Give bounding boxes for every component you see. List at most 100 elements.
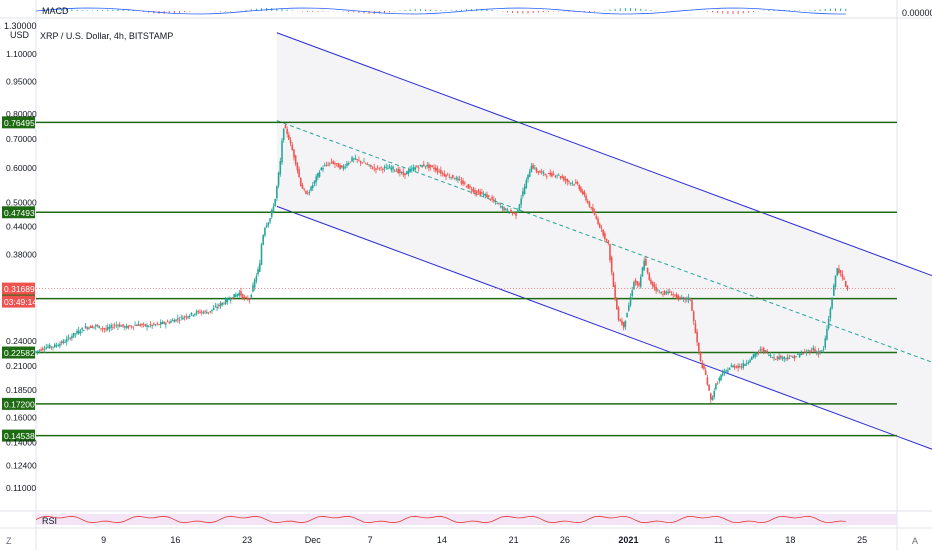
candle-body xyxy=(479,191,481,196)
candle-body xyxy=(212,307,215,311)
candle-body xyxy=(378,168,381,170)
candle-body xyxy=(124,326,126,328)
candle-body xyxy=(387,168,389,170)
candle-body xyxy=(108,327,111,329)
candle-body xyxy=(634,280,637,283)
candle-body xyxy=(443,173,446,176)
candle-body xyxy=(289,140,292,144)
level-label: 0.76495 xyxy=(4,118,35,128)
candle-body xyxy=(510,209,512,213)
candle-body xyxy=(803,351,806,353)
candle-body xyxy=(670,294,673,296)
candle-body xyxy=(165,323,167,325)
candle-body xyxy=(614,284,616,300)
candle-body xyxy=(57,345,60,347)
candle-body xyxy=(489,199,492,200)
zoom-button[interactable]: Z xyxy=(6,536,12,546)
candle-body xyxy=(795,356,798,358)
candle-body xyxy=(217,305,220,306)
candle-body xyxy=(340,165,343,168)
candle-body xyxy=(650,279,652,284)
candle-body xyxy=(166,321,169,323)
candle-body xyxy=(346,163,348,167)
candle-body xyxy=(83,330,85,331)
x-tick-label: Dec xyxy=(305,535,322,545)
candle-body xyxy=(247,298,249,300)
candle-body xyxy=(680,297,683,299)
candle-body xyxy=(101,327,104,329)
candle-body xyxy=(658,292,661,294)
y-tick-label: 0.18500 xyxy=(6,385,37,395)
candle-body xyxy=(810,350,813,352)
candle-body xyxy=(581,191,584,194)
candle-body xyxy=(313,180,316,184)
candle-body xyxy=(448,176,451,178)
candle-body xyxy=(522,191,524,196)
candle-body xyxy=(721,372,724,376)
candle-body xyxy=(662,293,664,295)
candle-body xyxy=(790,355,792,357)
candle-body xyxy=(322,167,324,170)
auto-scale-button[interactable]: A xyxy=(912,536,919,546)
candle-body xyxy=(344,166,347,168)
y-tick-label: 0.21000 xyxy=(6,361,37,371)
countdown-bg xyxy=(2,295,35,308)
candle-body xyxy=(245,297,247,298)
candle-body xyxy=(624,320,627,327)
level-label: 0.47493 xyxy=(4,208,35,218)
candle-body xyxy=(185,316,188,318)
channel-lower-line xyxy=(276,205,932,450)
candle-body xyxy=(204,310,206,312)
candle-body xyxy=(88,327,90,329)
candle-body xyxy=(523,186,526,194)
current-price-bg xyxy=(2,282,35,295)
candle-body xyxy=(778,356,780,360)
candle-body xyxy=(315,176,317,183)
candle-body xyxy=(720,374,722,380)
candle-body xyxy=(832,285,835,296)
candle-body xyxy=(600,227,603,229)
candle-body xyxy=(576,182,579,185)
candle-body xyxy=(776,356,779,359)
candle-body xyxy=(183,316,186,318)
candle-body xyxy=(335,163,338,164)
candle-body xyxy=(552,173,555,175)
candle-body xyxy=(619,319,622,322)
candle-body xyxy=(411,168,413,170)
candle-body xyxy=(578,184,581,190)
candle-body xyxy=(200,311,203,313)
candle-body xyxy=(508,212,511,214)
candle-body xyxy=(106,326,109,330)
candle-body xyxy=(257,269,259,275)
candle-body xyxy=(571,182,574,184)
candle-body xyxy=(580,187,582,192)
candle-body xyxy=(240,291,242,296)
candle-body xyxy=(419,164,422,166)
y-tick-label: 0.70000 xyxy=(6,134,37,144)
candle-body xyxy=(91,326,94,328)
candle-body xyxy=(380,166,382,168)
x-tick-label: 11 xyxy=(714,535,723,545)
x-tick-label: 16 xyxy=(170,535,180,545)
candle-body xyxy=(672,294,675,296)
candle-body xyxy=(317,173,319,178)
candle-body xyxy=(605,238,608,241)
candle-body xyxy=(590,207,593,209)
candle-body xyxy=(434,167,437,171)
candle-body xyxy=(279,161,282,174)
candle-body xyxy=(368,164,370,166)
candle-body xyxy=(542,171,545,174)
candle-body xyxy=(539,171,541,173)
candle-body xyxy=(371,168,374,170)
candle-body xyxy=(404,173,406,176)
candle-body xyxy=(744,363,746,366)
candle-body xyxy=(465,186,468,188)
candle-body xyxy=(709,393,712,400)
candle-body xyxy=(233,293,235,298)
candle-body xyxy=(243,296,246,298)
candle-body xyxy=(318,172,321,177)
candle-body xyxy=(516,210,519,213)
candle-body xyxy=(308,191,311,194)
candle-body xyxy=(472,188,475,193)
